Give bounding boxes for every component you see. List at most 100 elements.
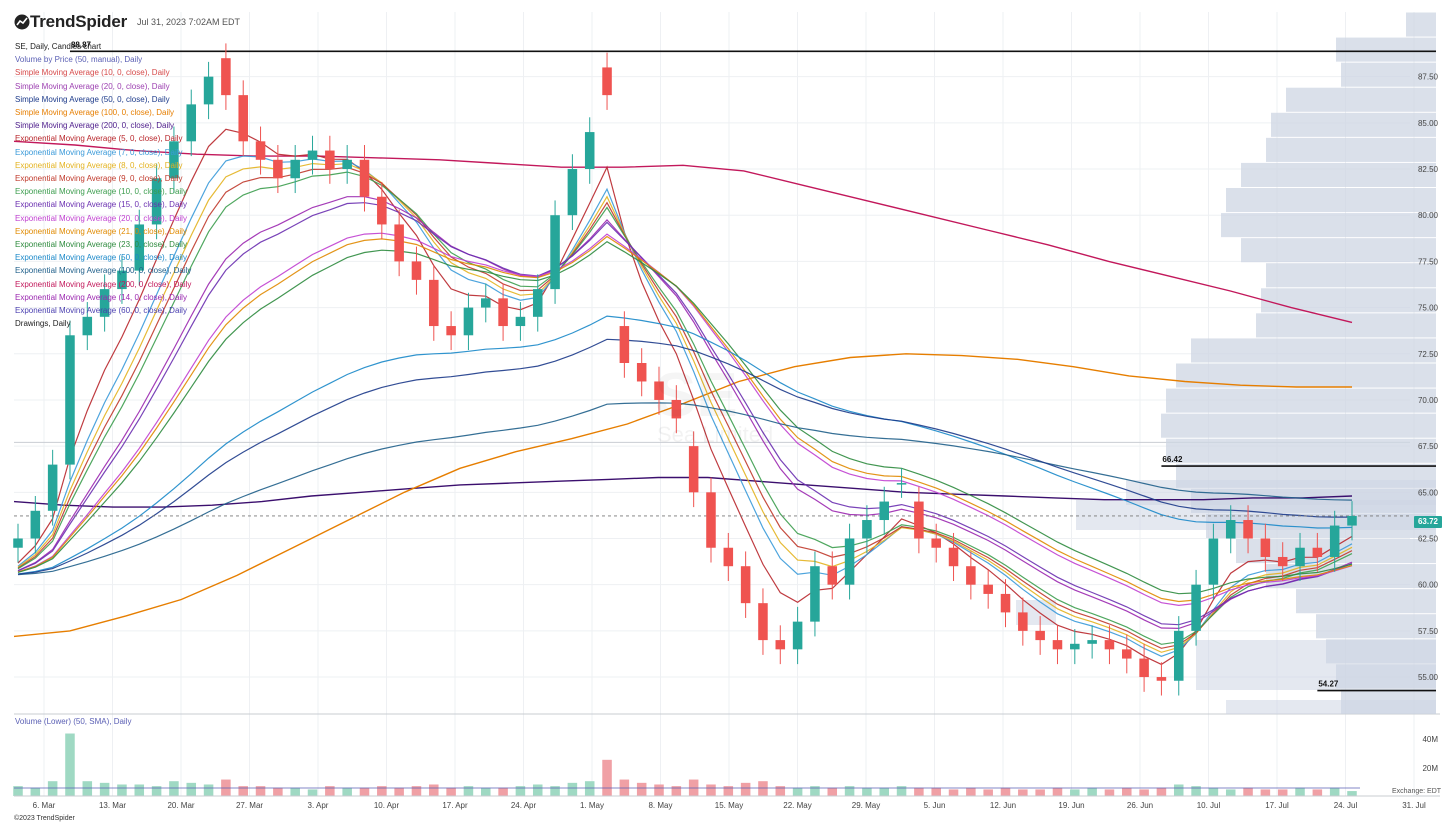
volume-bar <box>203 784 214 796</box>
candle-body <box>429 279 439 327</box>
legend-item[interactable]: Exponential Moving Average (10, 0, close… <box>15 187 187 197</box>
candle-body <box>1000 593 1011 613</box>
volume-bar <box>636 782 647 796</box>
volume-bar <box>186 782 197 796</box>
volume-bar <box>1260 789 1271 796</box>
last-price-tag: 63.72 <box>1414 516 1442 528</box>
volume-bar <box>862 787 872 796</box>
volume-label[interactable]: Volume (Lower) (50, SMA), Daily <box>15 717 132 726</box>
candle-body <box>65 335 75 465</box>
candle-body <box>221 58 231 96</box>
candle-body <box>515 316 526 327</box>
candle-body <box>775 640 786 650</box>
legend-item[interactable]: Simple Moving Average (50, 0, close), Da… <box>15 94 170 104</box>
volume-bar <box>30 787 41 796</box>
ema-line <box>17 202 1353 626</box>
candle-body <box>1243 520 1253 539</box>
candle-body <box>99 289 110 317</box>
candle-body <box>966 566 976 585</box>
legend-item[interactable]: Simple Moving Average (10, 0, close), Da… <box>15 68 170 78</box>
legend-item[interactable]: Exponential Moving Average (9, 0, close)… <box>15 174 183 184</box>
price-tick-label: 57.50 <box>1418 627 1439 636</box>
legend-item[interactable]: Exponential Moving Average (15, 0, close… <box>15 200 187 210</box>
volume-bar <box>117 784 127 796</box>
volume-bar <box>1156 787 1167 796</box>
volume-bar <box>1191 786 1201 796</box>
time-tick-label: 8. May <box>648 801 672 810</box>
company-watermark: Sea Limited <box>657 422 774 447</box>
ema-line <box>17 155 1353 657</box>
time-tick-label: 6. Mar <box>33 801 56 810</box>
price-tick-label: 87.50 <box>1418 73 1439 82</box>
candle-body <box>879 501 889 521</box>
candle-body <box>481 298 491 308</box>
candle-body <box>1139 658 1149 678</box>
candle-body <box>1122 649 1132 659</box>
volume-bar <box>584 781 595 796</box>
legend-item[interactable]: Exponential Moving Average (20, 0, close… <box>15 213 187 223</box>
ema-line <box>17 315 1353 575</box>
legend-item[interactable]: Simple Moving Average (200, 0, close), D… <box>15 121 175 131</box>
legend-item[interactable]: Exponential Moving Average (5, 0, close)… <box>15 134 183 144</box>
time-tick-label: 17. Apr <box>442 801 468 810</box>
volume-bar <box>931 787 941 796</box>
candle-body <box>688 446 699 493</box>
legend-item[interactable]: Exponential Moving Average (14, 0, close… <box>15 292 187 302</box>
vbp-bar <box>1286 87 1436 112</box>
candle-body <box>377 196 387 225</box>
candle-body <box>844 538 855 585</box>
volume-bar <box>1347 791 1357 796</box>
candle-body <box>567 169 578 216</box>
candle-body <box>1225 520 1236 539</box>
volume-bar <box>948 789 959 796</box>
legend-item[interactable]: Exponential Moving Average (21, 0, close… <box>15 226 187 236</box>
volume-bar <box>1329 787 1340 796</box>
volume-bar <box>1052 787 1063 796</box>
candle-body <box>1312 547 1323 557</box>
volume-bar <box>446 787 456 796</box>
volume-bar <box>567 782 578 796</box>
price-tick-label: 85.00 <box>1418 119 1439 128</box>
price-tick-label: 55.00 <box>1418 673 1439 682</box>
indicator-legend: SE, Daily, Candles chart Volume by Price… <box>15 40 191 330</box>
legend-item[interactable]: Exponential Moving Average (60, 0, close… <box>15 306 187 316</box>
legend-item[interactable]: Simple Moving Average (100, 0, close), D… <box>15 108 175 118</box>
candle-body <box>134 224 145 271</box>
ema-line <box>17 162 1353 653</box>
candle-body <box>1070 643 1080 650</box>
legend-item[interactable]: Exponential Moving Average (7, 0, close)… <box>15 147 183 157</box>
vbp-bar <box>1166 438 1436 463</box>
volume-bar <box>1277 789 1288 796</box>
chart-title[interactable]: SE, Daily, Candles chart <box>15 42 102 51</box>
legend-item[interactable]: Exponential Moving Average (100, 0, clos… <box>15 266 192 276</box>
candle-body <box>325 150 335 170</box>
candle-body <box>723 547 734 567</box>
exchange-label: Exchange: EDT <box>1392 788 1442 795</box>
legend-item[interactable]: Volume by Price (50, manual), Daily <box>15 55 143 65</box>
volume-bar <box>1208 787 1219 796</box>
volume-bar <box>810 786 820 796</box>
time-tick-label: 15. May <box>715 801 743 810</box>
vbp-bar <box>1256 313 1436 338</box>
volume-bar <box>1070 789 1080 796</box>
legend-item[interactable]: Exponential Moving Average (200, 0, clos… <box>15 279 192 289</box>
price-tick-label: 75.00 <box>1418 304 1439 313</box>
candle-body <box>1087 640 1097 644</box>
volume-bar <box>1000 787 1011 796</box>
legend-item[interactable]: Exponential Moving Average (8, 0, close)… <box>15 160 183 170</box>
candle-body <box>1295 547 1305 567</box>
volume-bar <box>255 786 266 796</box>
volume-bar <box>602 759 612 796</box>
time-axis: 6. Mar 13. Mar 20. Mar 27. Mar 3. Apr 10. Apr… <box>33 801 1426 810</box>
volume-bar <box>463 786 474 796</box>
time-tick-label: 20. Mar <box>167 801 194 810</box>
legend-item[interactable]: Exponential Moving Average (50, 0, close… <box>15 253 187 263</box>
legend-item[interactable]: Drawings, Daily <box>15 319 71 329</box>
volume-bar <box>342 787 352 796</box>
volume-bar <box>273 787 283 796</box>
legend-item[interactable]: Simple Moving Average (20, 0, close), Da… <box>15 81 170 91</box>
legend-item[interactable]: Exponential Moving Average (23, 0, close… <box>15 240 187 250</box>
volume-bar <box>1312 789 1323 796</box>
candle-body <box>532 289 543 317</box>
